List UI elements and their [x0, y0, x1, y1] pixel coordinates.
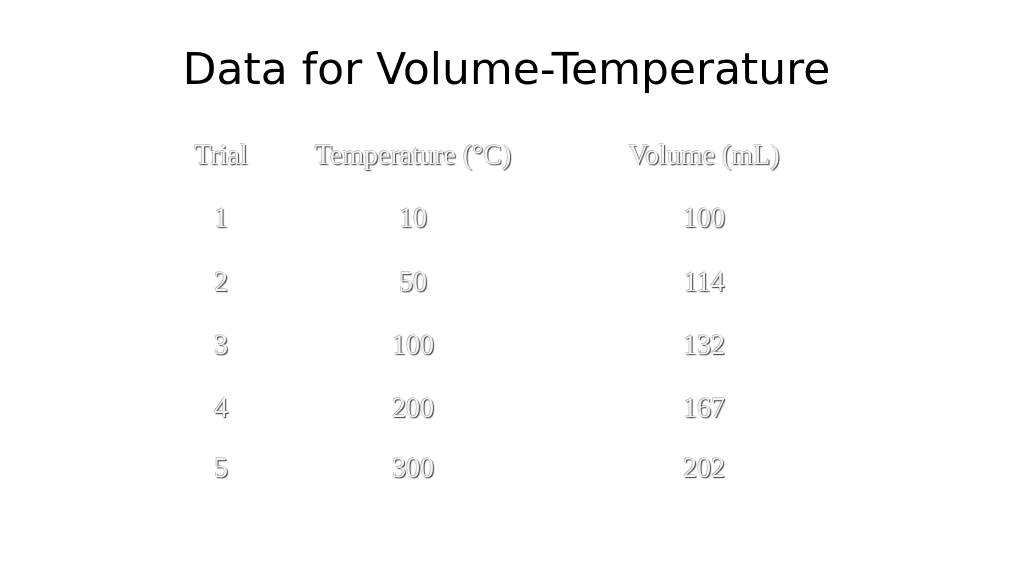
cell-trial: 5 — [214, 453, 228, 484]
cell-volume: 114 — [683, 267, 725, 298]
cell-trial: 3 — [214, 330, 228, 361]
cell-volume: 132 — [683, 330, 725, 361]
cell-temperature: 100 — [392, 330, 434, 361]
cell-volume: 100 — [683, 203, 725, 234]
header-volume: Volume (mL) — [628, 140, 780, 171]
slide-title: Data for Volume-Temperature — [182, 44, 831, 95]
cell-temperature: 10 — [399, 203, 427, 234]
cell-trial: 2 — [214, 267, 228, 298]
cell-volume: 167 — [683, 393, 725, 424]
cell-temperature: 200 — [392, 393, 434, 424]
header-temperature: Temperature (°C) — [314, 140, 512, 171]
cell-trial: 4 — [214, 393, 228, 424]
cell-volume: 202 — [683, 453, 725, 484]
cell-temperature: 300 — [392, 453, 434, 484]
cell-temperature: 50 — [399, 267, 427, 298]
header-trial: Trial — [194, 140, 248, 171]
cell-trial: 1 — [214, 203, 228, 234]
